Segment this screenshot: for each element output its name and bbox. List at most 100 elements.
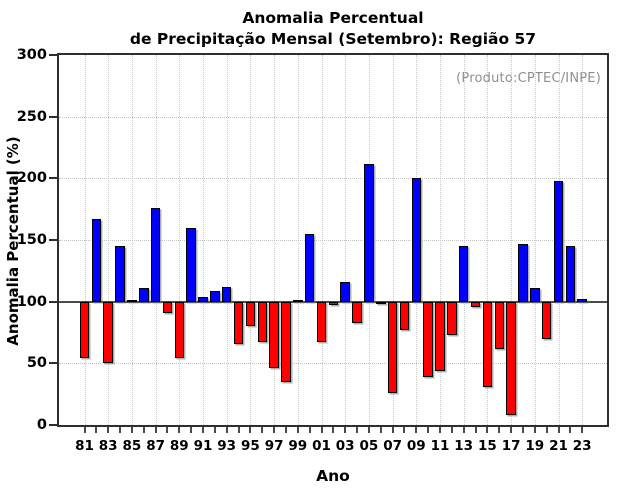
y-axis-tick xyxy=(49,115,57,118)
y-axis-tick-label: 300 xyxy=(16,47,47,63)
x-axis-tick xyxy=(213,427,216,433)
x-axis-tick-label: 83 xyxy=(98,438,118,454)
x-axis-tick xyxy=(391,427,394,433)
bar xyxy=(530,288,540,302)
y-axis-tick-label: 50 xyxy=(26,355,47,372)
x-axis-tick xyxy=(332,427,335,433)
x-axis-tick xyxy=(202,427,204,433)
x-axis-tick xyxy=(107,427,110,433)
y-axis-tick xyxy=(49,362,57,365)
bar xyxy=(304,233,315,302)
bar xyxy=(364,163,374,302)
y-axis-tick xyxy=(49,239,57,241)
x-axis-tick xyxy=(510,427,513,433)
bar xyxy=(387,301,398,393)
bar xyxy=(506,301,516,416)
y-axis-tick xyxy=(49,300,57,303)
x-axis-tick-label: 13 xyxy=(454,438,474,454)
x-axis-tick-label: 11 xyxy=(430,438,450,454)
x-axis-tick xyxy=(154,427,157,433)
x-axis-tick xyxy=(178,427,181,433)
x-axis-title: Ano xyxy=(316,467,350,485)
x-axis-tick xyxy=(545,427,548,433)
x-axis-tick-label: 17 xyxy=(501,438,521,454)
x-axis-tick xyxy=(474,427,477,433)
bar xyxy=(435,301,445,371)
y-axis-tick-label: 250 xyxy=(16,108,47,125)
bar xyxy=(518,243,528,302)
x-axis-tick-label: 07 xyxy=(383,438,402,454)
x-axis-tick xyxy=(273,427,276,433)
x-axis-tick-label: 99 xyxy=(288,438,308,454)
x-axis-tick xyxy=(225,427,228,433)
x-axis-tick-label: 91 xyxy=(193,438,213,454)
x-axis-tick-label: 85 xyxy=(122,438,142,454)
x-axis-tick-label: 09 xyxy=(406,438,426,454)
x-axis-tick-label: 95 xyxy=(240,438,260,454)
x-axis-tick xyxy=(379,427,382,433)
x-axis-tick xyxy=(344,427,347,433)
x-axis-tick-label: 89 xyxy=(169,438,189,454)
x-axis-tick xyxy=(462,427,465,433)
bar xyxy=(103,301,113,364)
bar xyxy=(257,301,267,343)
y-axis-tick-label: 0 xyxy=(36,417,47,433)
bar xyxy=(186,227,196,302)
bar xyxy=(91,219,102,302)
x-axis-tick-label: 19 xyxy=(525,438,545,454)
x-axis-tick-label: 87 xyxy=(146,438,165,454)
bar xyxy=(198,296,208,302)
bar xyxy=(79,301,90,359)
bar xyxy=(411,178,422,302)
y-axis-tick-label: 100 xyxy=(16,293,47,310)
x-axis-tick-label: 93 xyxy=(217,438,237,454)
bar xyxy=(340,281,350,302)
x-axis-tick xyxy=(190,427,193,433)
x-axis-tick-label: 97 xyxy=(264,438,284,454)
x-axis-tick xyxy=(249,427,252,433)
bar xyxy=(281,301,291,382)
bar xyxy=(399,301,410,331)
x-axis-tick xyxy=(521,427,524,433)
bar xyxy=(139,288,149,302)
bar xyxy=(565,246,576,302)
x-axis-tick xyxy=(557,427,560,433)
x-axis-tick xyxy=(439,427,441,433)
bar xyxy=(150,207,161,302)
x-axis-tick-label: 05 xyxy=(359,438,379,454)
bar xyxy=(577,299,587,302)
chart-title: Anomalia Percentual de Precipitação Mens… xyxy=(57,8,609,50)
x-axis-tick xyxy=(308,427,311,433)
y-axis-tick xyxy=(49,54,57,56)
bar xyxy=(352,301,362,323)
bar xyxy=(458,246,469,302)
x-axis-tick xyxy=(119,427,122,433)
x-axis-tick xyxy=(415,427,418,433)
x-axis-tick xyxy=(261,427,264,433)
chart-title-line1: Anomalia Percentual xyxy=(242,9,424,27)
bar xyxy=(470,301,481,307)
x-axis-tick xyxy=(403,427,406,433)
bar xyxy=(293,300,303,303)
bar xyxy=(115,246,125,302)
bar xyxy=(482,301,493,387)
bar xyxy=(127,300,137,303)
horizontal-gridline xyxy=(59,240,607,241)
bar xyxy=(210,290,220,302)
bar xyxy=(447,301,457,335)
bar xyxy=(162,301,173,313)
x-axis-tick xyxy=(284,427,287,433)
bar xyxy=(376,301,386,305)
y-axis-tick xyxy=(49,424,57,426)
x-axis-tick xyxy=(95,427,98,433)
x-axis-tick-label: 03 xyxy=(335,438,355,454)
bar xyxy=(269,301,279,369)
x-axis-tick xyxy=(367,427,370,433)
horizontal-gridline xyxy=(59,363,607,365)
x-axis-tick xyxy=(166,427,169,433)
bar xyxy=(233,301,244,344)
plot-area: (Produto:CPTEC/INPE) xyxy=(57,53,609,427)
bar xyxy=(423,301,433,377)
x-axis-tick xyxy=(427,427,430,433)
bar xyxy=(174,301,185,359)
